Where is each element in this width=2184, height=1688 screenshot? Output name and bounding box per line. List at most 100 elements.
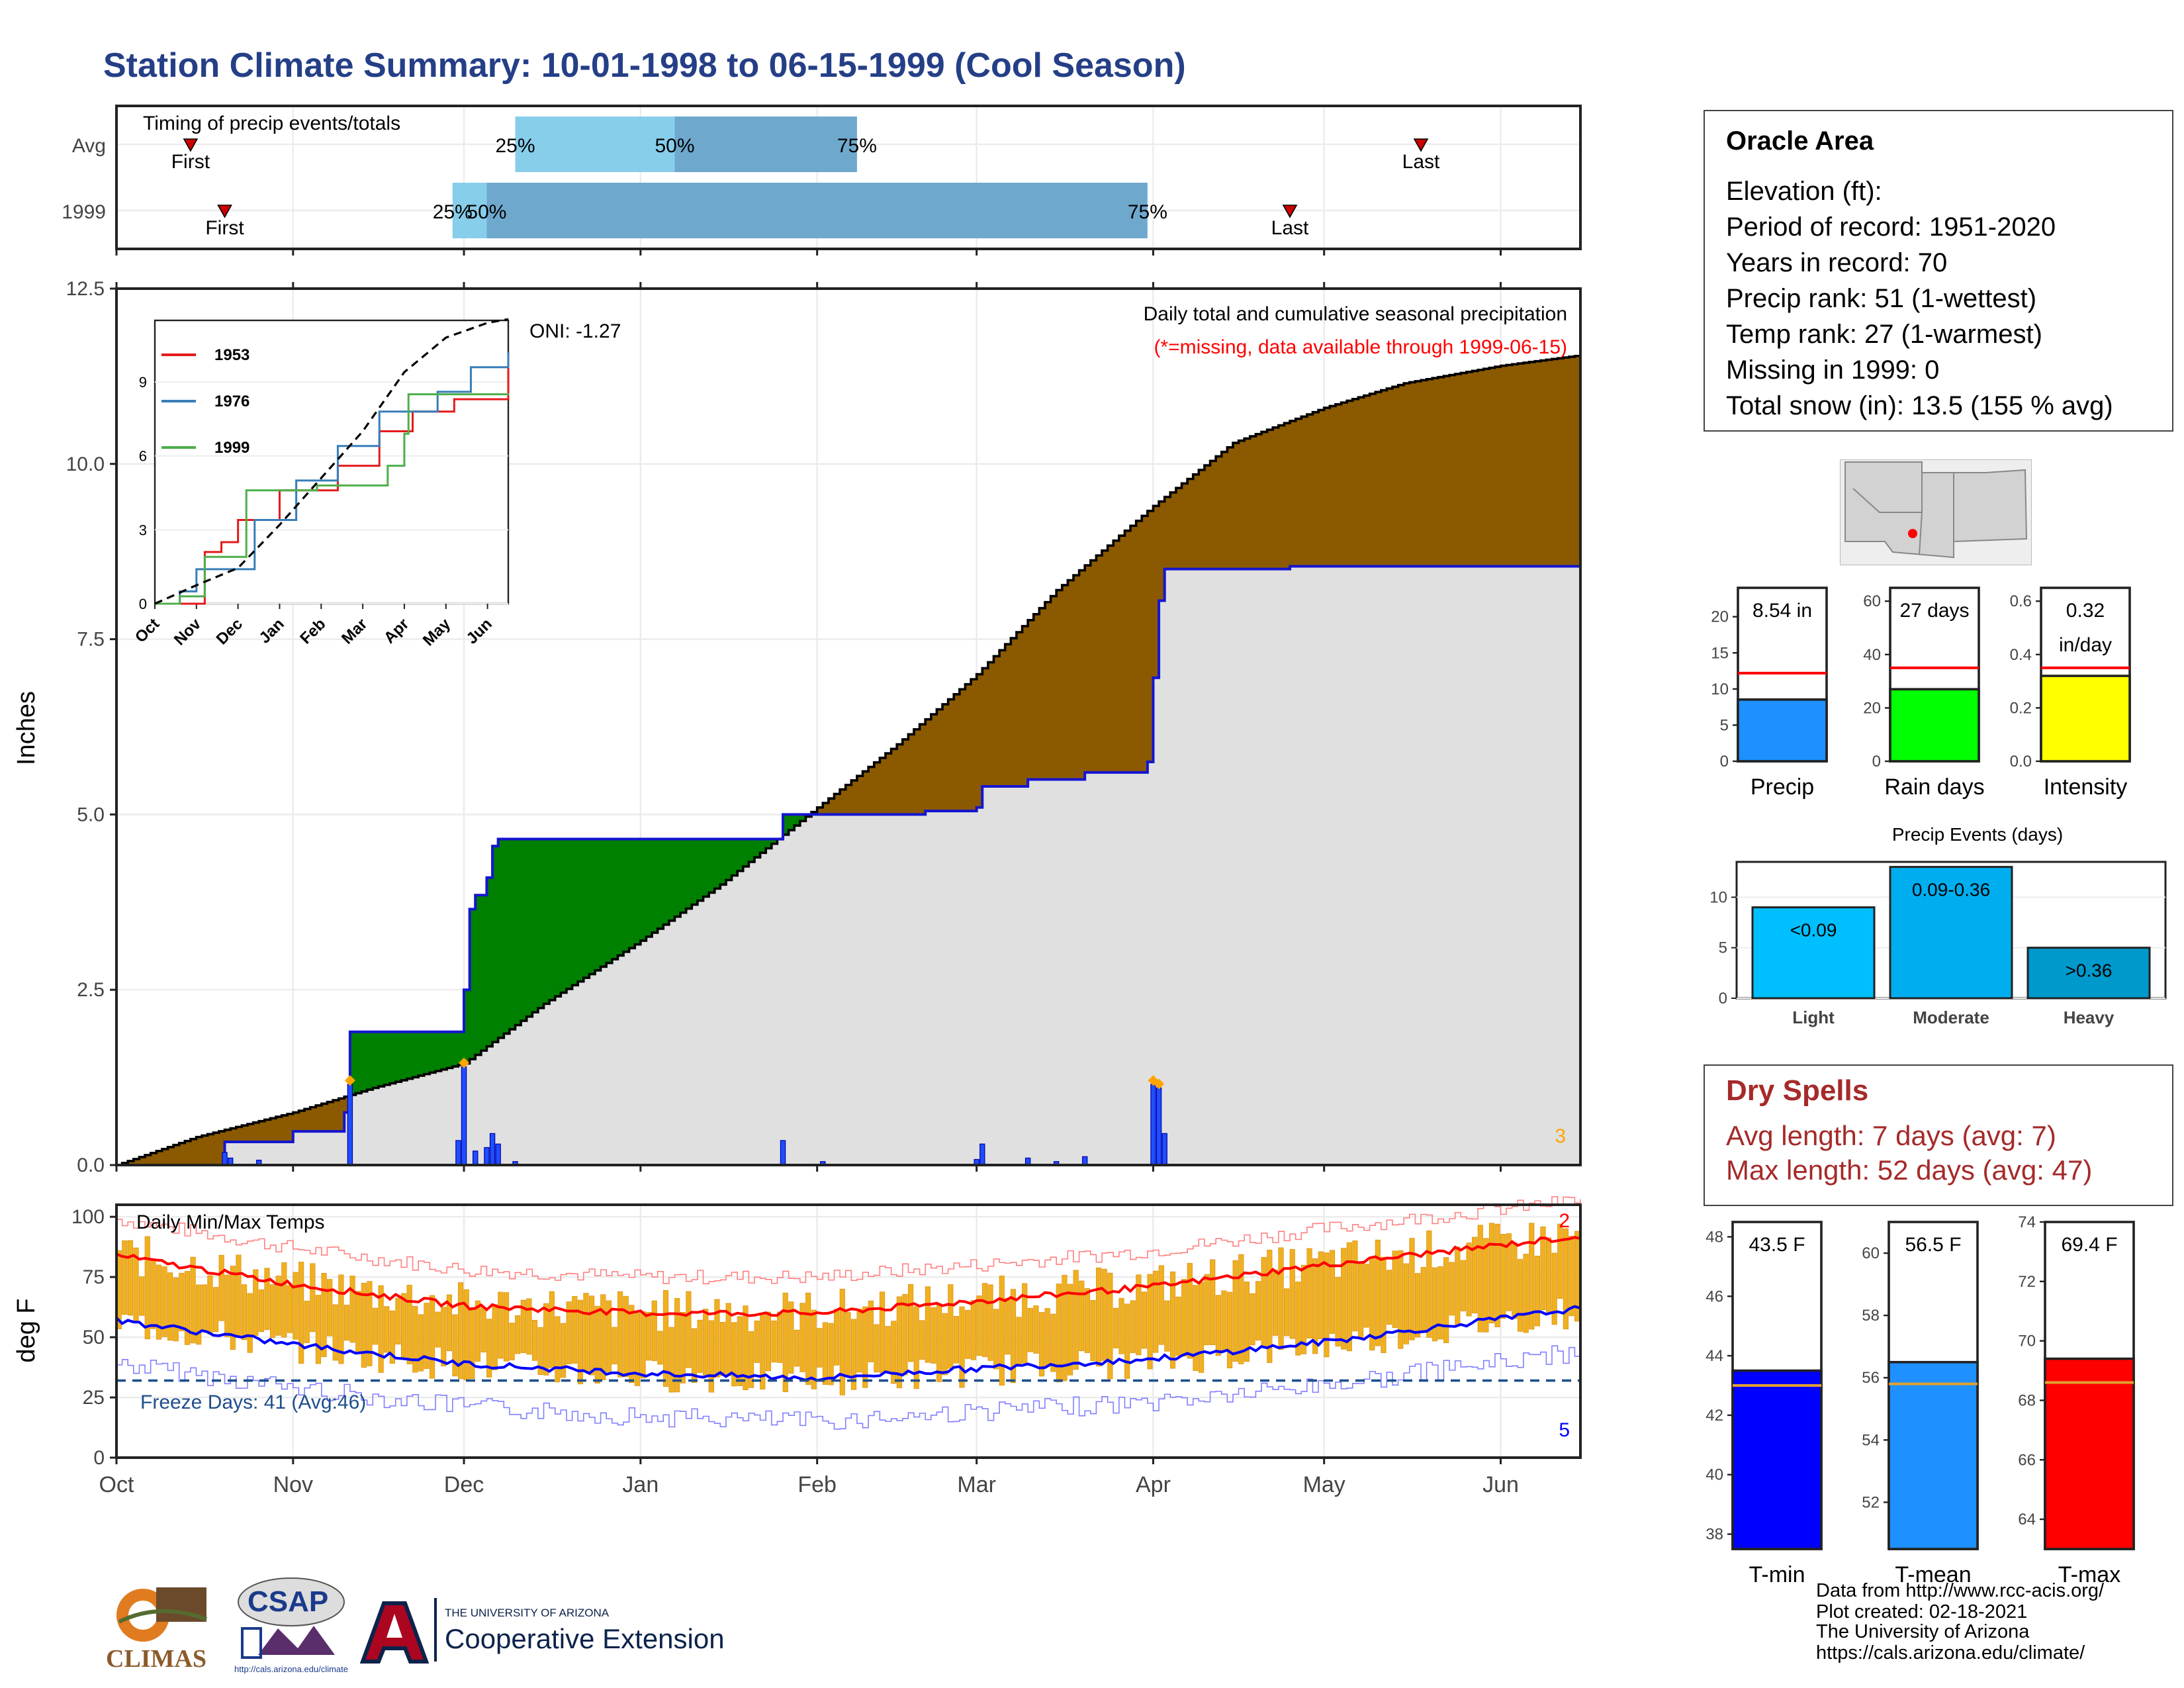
stat-bar-intensity xyxy=(2040,675,2131,763)
inset-y-tick-label: 9 xyxy=(139,374,147,391)
temp-y-tick-label: 100 xyxy=(71,1206,105,1228)
daily-temp-bar xyxy=(384,1306,390,1353)
period-of-record: Period of record: 1951-2020 xyxy=(1726,213,2056,242)
inset-frame xyxy=(154,319,510,605)
daily-temp-bar xyxy=(549,1291,555,1368)
daily-precip-bar xyxy=(489,1133,496,1166)
daily-precip-bar xyxy=(473,1150,478,1166)
daily-temp-bar xyxy=(965,1309,971,1359)
events-category-label: Moderate xyxy=(1913,1008,1989,1027)
inset-legend-label: 1999 xyxy=(214,439,250,457)
daily-temp-bar xyxy=(515,1315,521,1354)
daily-temp-bar xyxy=(737,1316,743,1386)
climas-logo-text: CLIMAS xyxy=(106,1646,207,1673)
daily-temp-bar xyxy=(828,1323,834,1385)
inset-average-line xyxy=(154,318,509,605)
daily-temp-bar xyxy=(1460,1260,1467,1311)
daily-temp-bar xyxy=(1096,1267,1102,1367)
daily-temp-bar xyxy=(845,1312,851,1378)
temp-x-tick-label: Jun xyxy=(1482,1472,1519,1497)
inset-y-tick-label: 6 xyxy=(139,448,147,465)
daily-temp-bar xyxy=(190,1256,196,1344)
precip-y-tick-label: 7.5 xyxy=(77,629,105,651)
daily-temp-bar xyxy=(1044,1308,1050,1367)
dry-spells-avg: Avg length: 7 days (avg: 7) xyxy=(1726,1121,2056,1152)
stat-y-tick-label: 44 xyxy=(1706,1347,1723,1365)
timing-p25-label: 25% xyxy=(495,135,535,157)
daily-temp-bar xyxy=(236,1254,242,1338)
temp-frame xyxy=(115,1203,1582,1459)
stat-y-tick-label: 66 xyxy=(2018,1451,2036,1469)
daily-temp-bar xyxy=(1124,1303,1130,1379)
daily-temp-bar xyxy=(651,1300,657,1362)
daily-temp-bar xyxy=(452,1314,458,1377)
stat-y-tick-label: 0 xyxy=(1720,753,1729,771)
stat-bar-t-min xyxy=(1731,1369,1823,1550)
precip-rank: Precip rank: 51 (1-wettest) xyxy=(1726,285,2037,314)
station-name: Oracle Area xyxy=(1726,127,1874,156)
temp-panel-label: Daily Min/Max Temps xyxy=(136,1211,325,1233)
daily-temp-bar xyxy=(1010,1289,1017,1383)
daily-temp-bar xyxy=(1449,1262,1455,1316)
daily-temp-bar xyxy=(1107,1272,1113,1380)
daily-temp-bar xyxy=(429,1295,435,1379)
daily-temp-bar xyxy=(1306,1248,1312,1339)
daily-temp-bar xyxy=(400,1293,407,1358)
daily-temp-bar xyxy=(543,1303,549,1376)
missing-days: Missing in 1999: 0 xyxy=(1726,356,1940,385)
daily-temp-bar xyxy=(560,1323,567,1378)
stat-value-label: 8.54 in xyxy=(1752,600,1812,622)
timing-last-marker xyxy=(1413,138,1429,152)
daily-temp-bar xyxy=(1329,1250,1336,1335)
timing-bar-25-50 xyxy=(452,183,487,238)
temp-y-tick-label: 75 xyxy=(83,1266,105,1288)
stat-y-tick-label: 15 xyxy=(1711,644,1729,662)
stat-category-label: T-min xyxy=(1749,1562,1805,1582)
dry-spells-box: Dry Spells Avg length: 7 days (avg: 7) M… xyxy=(1704,1064,2173,1206)
cumulative-deficit-area xyxy=(122,355,1581,1165)
daily-temp-bar xyxy=(1545,1237,1552,1315)
daily-temp-bar xyxy=(1500,1234,1506,1319)
daily-temp-bar xyxy=(144,1236,150,1340)
daily-temp-bar xyxy=(1101,1268,1107,1361)
daily-temp-bar xyxy=(1210,1259,1216,1345)
daily-temp-bar xyxy=(167,1272,173,1341)
normal-high-line xyxy=(116,1236,1581,1317)
daily-temp-bar xyxy=(201,1284,207,1331)
daily-temp-bar xyxy=(907,1284,914,1362)
daily-temp-bar xyxy=(207,1275,213,1335)
locator-map xyxy=(1840,459,2032,565)
stat-value-label: 0.32 xyxy=(2066,600,2105,622)
daily-temp-bar xyxy=(799,1303,805,1372)
daily-temp-bar xyxy=(1529,1223,1535,1330)
stat-bar-t-max xyxy=(2044,1357,2135,1550)
daily-temp-bar xyxy=(891,1321,897,1384)
daily-temp-bar xyxy=(987,1284,993,1361)
daily-precip-bar xyxy=(1161,1133,1167,1166)
timing-frame xyxy=(115,105,1582,250)
cumulative-surplus-area xyxy=(349,814,812,1096)
stat-y-tick-label: 0.6 xyxy=(2010,592,2032,610)
stat-y-tick-label: 54 xyxy=(1862,1431,1880,1449)
timing-row-label: 1999 xyxy=(62,201,106,223)
daily-temp-bar xyxy=(1193,1285,1199,1372)
daily-temp-bar xyxy=(486,1319,492,1378)
temp-rank: Temp rank: 27 (1-warmest) xyxy=(1726,320,2042,350)
daily-temp-bar xyxy=(623,1295,629,1378)
daily-temp-bar xyxy=(572,1296,578,1364)
daily-temp-bar xyxy=(868,1300,874,1362)
timing-last-label: Last xyxy=(1402,151,1440,173)
daily-temp-bar xyxy=(367,1281,373,1366)
stat-value-label: in/day xyxy=(2059,634,2112,656)
daily-temp-bar xyxy=(1272,1270,1279,1336)
daily-temp-bar xyxy=(1426,1230,1432,1338)
daily-temp-bar xyxy=(498,1291,504,1359)
daily-temp-bar xyxy=(1250,1293,1255,1346)
average-cumulative-line xyxy=(116,354,1582,1166)
daily-temp-bar xyxy=(173,1277,179,1342)
daily-temp-bar xyxy=(999,1276,1005,1386)
daily-temp-bar xyxy=(953,1316,960,1364)
daily-temp-bar xyxy=(617,1291,623,1378)
daily-temp-bar xyxy=(834,1309,840,1366)
daily-temp-bar xyxy=(862,1306,868,1388)
